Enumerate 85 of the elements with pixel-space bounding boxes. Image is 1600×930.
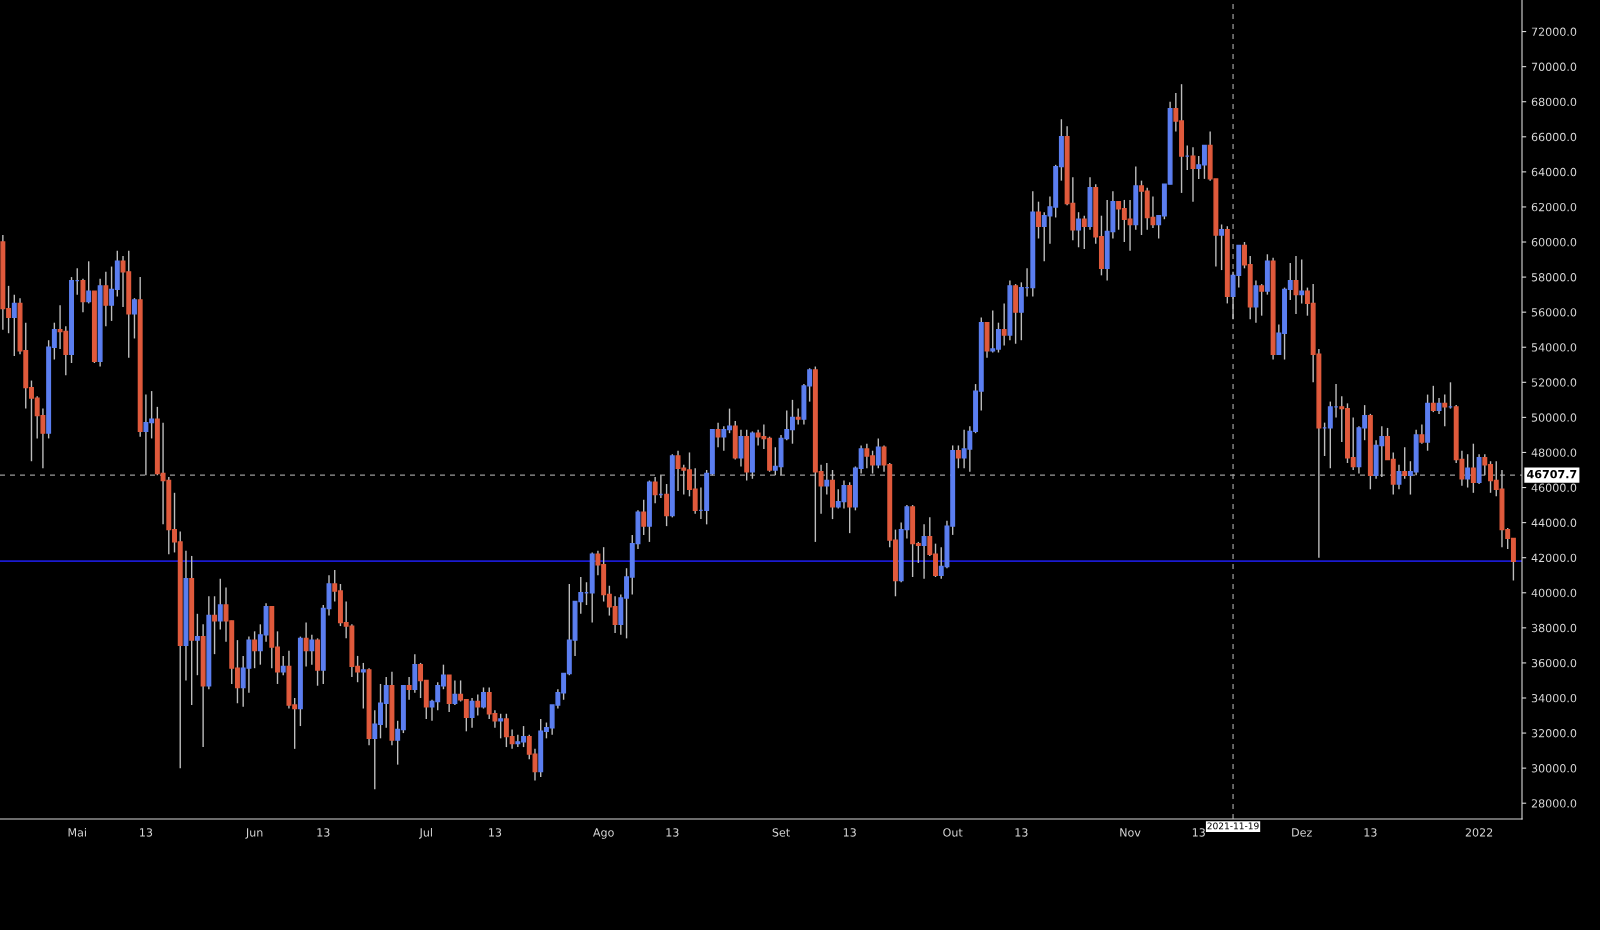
candlestick [1253,279,1259,324]
y-tick-label: 64000.0 [1531,167,1577,177]
y-tick-label: 50000.0 [1531,413,1577,422]
y-tick-label: 48000.0 [1531,448,1577,457]
x-tick-label: 13 [140,828,153,837]
x-tick-label: 13 [317,828,330,837]
candlestick [1419,423,1425,445]
candlestick [469,697,475,729]
y-tick-label: 38000.0 [1531,623,1577,633]
candlestick [406,676,412,701]
y-tick-label: 60000.0 [1531,237,1577,247]
x-tick-label: 13 [666,828,679,837]
candlestick [475,693,481,717]
candlestick [1081,215,1087,250]
candlestick [1465,453,1471,489]
candlestick [1036,200,1041,240]
x-tick-label: Mai [68,828,86,837]
y-tick-label: 68000.0 [1531,97,1577,107]
x-tick-label: 13 [1364,828,1377,837]
y-tick-label: 70000.0 [1531,62,1577,72]
candlestick [921,523,927,580]
candlestick [103,271,109,327]
y-tick-label: 62000.0 [1531,202,1577,212]
ref-line-label: 46707.7 [1527,469,1577,479]
x-tick-label: 13 [489,828,502,837]
candlestick [303,621,309,668]
x-tick-label: Set [772,828,790,837]
candlestick [1259,283,1265,317]
x-tick-label: Nov [1120,828,1141,837]
x-tick-label: Jul [419,828,432,839]
ref-line-label: 2021-11-19 [1207,822,1259,830]
candlestick [1219,223,1225,271]
candlestick [1001,302,1007,347]
y-tick-label: 34000.0 [1531,693,1577,703]
x-tick-label: Out [943,828,963,837]
candlestick [641,499,647,536]
candlestick [498,713,504,740]
candlestick [1442,393,1448,427]
candlestick [309,634,315,666]
candlestick [252,630,258,669]
y-tick-label: 56000.0 [1531,308,1577,317]
candlestick [652,476,658,505]
y-tick-label: 30000.0 [1531,764,1577,773]
candlestick [715,421,721,448]
y-tick-label: 28000.0 [1531,799,1577,808]
candlestick [212,595,218,655]
candlestick [1430,385,1436,413]
candlestick [481,686,486,710]
y-tick-label: 52000.0 [1531,378,1577,387]
y-tick-label: 44000.0 [1531,518,1577,527]
candlestick [217,578,223,631]
y-tick-label: 32000.0 [1531,729,1577,738]
candlestick [1402,446,1408,480]
y-tick-label: 40000.0 [1531,588,1577,598]
x-tick-label: 13 [1192,828,1205,837]
x-tick-label: 13 [843,828,856,837]
candlestick [875,437,881,469]
candlestick [11,293,17,357]
candlestick [80,278,86,313]
candlestick [194,613,200,676]
x-tick-label: Ago [593,828,614,839]
candlestick [664,483,670,527]
x-tick-label: Dez [1292,828,1312,837]
y-tick-label: 66000.0 [1531,132,1577,142]
candlestick [280,655,286,676]
candlestick [955,444,961,469]
y-tick-label: 58000.0 [1531,273,1577,282]
y-tick-label: 46000.0 [1531,483,1577,492]
candlestick [1299,258,1305,305]
candlestick [360,662,366,710]
x-tick-label: 2022 [1465,828,1493,837]
y-tick-label: 42000.0 [1531,553,1577,563]
candlestick [131,297,137,340]
y-tick-label: 54000.0 [1531,343,1577,352]
y-tick-label: 72000.0 [1531,27,1577,36]
candlestick [795,407,801,426]
candlestick [1076,211,1082,248]
candlestick [824,462,830,496]
x-tick-label: Jun [245,828,263,839]
candlestick [86,260,92,305]
candlestick [847,481,853,534]
candlestick [1470,443,1476,494]
candlestick [452,679,458,706]
x-tick-label: 13 [1015,828,1028,837]
y-tick-label: 36000.0 [1531,658,1577,668]
